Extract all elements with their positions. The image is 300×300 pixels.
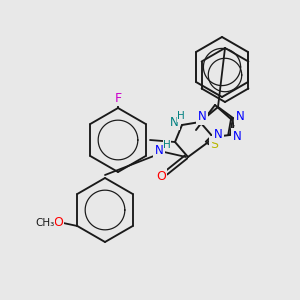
Text: O: O	[156, 169, 166, 182]
Text: F: F	[114, 92, 122, 104]
Text: N: N	[232, 130, 242, 142]
Text: N: N	[169, 116, 178, 128]
Text: H: H	[163, 140, 171, 150]
Text: H: H	[177, 111, 185, 121]
Text: N: N	[154, 145, 164, 158]
Text: O: O	[53, 215, 63, 229]
Text: S: S	[210, 137, 218, 151]
Text: N: N	[198, 110, 206, 124]
Text: CH₃: CH₃	[36, 218, 55, 228]
Text: N: N	[236, 110, 244, 124]
Text: N: N	[214, 128, 222, 140]
